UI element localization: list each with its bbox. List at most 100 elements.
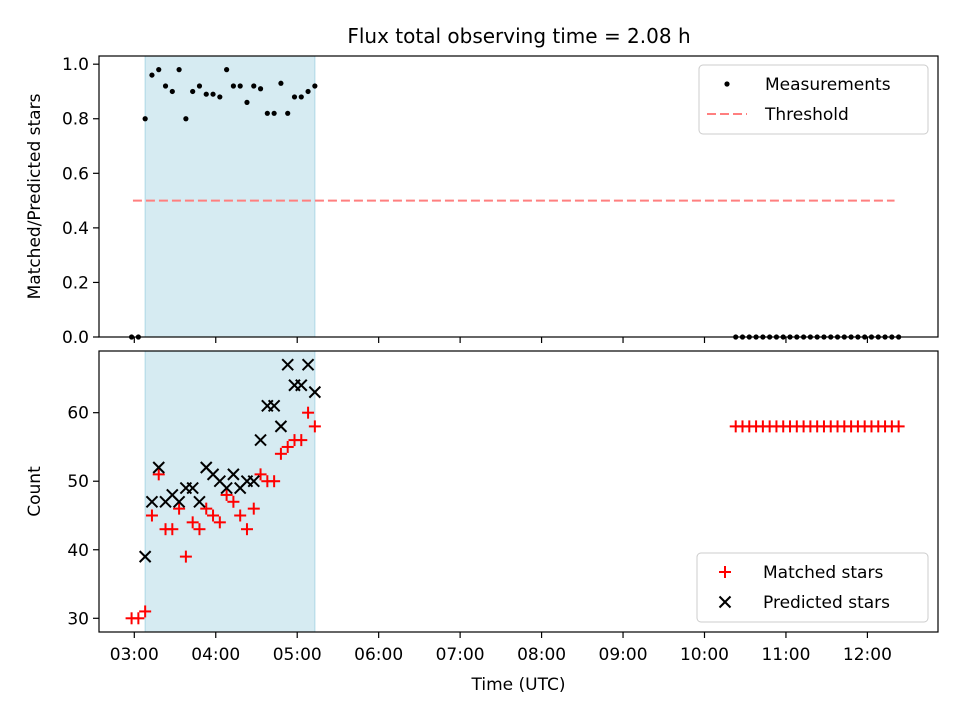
- data-point: [251, 83, 257, 89]
- matched-star-point: [220, 488, 233, 501]
- predicted-star-point: [186, 481, 199, 495]
- bottom-panel: 30 40 50 60 03:00 04:00 05:00 06:00 07:00 08:00 09…: [25, 350, 939, 695]
- predicted-star-point: [301, 358, 315, 371]
- x-stroke-b: [301, 358, 315, 371]
- data-point: [210, 91, 216, 97]
- matched-star-point: [139, 605, 152, 618]
- data-point: [169, 88, 175, 95]
- matched-star-point: [152, 468, 165, 481]
- predicted-star-point: [145, 495, 159, 508]
- predicted-star-point: [281, 358, 294, 371]
- legend-box: [698, 64, 929, 135]
- y-tick-label: 0.4: [62, 219, 89, 239]
- legend-label: Measurements: [765, 75, 891, 95]
- matched-star-point: [207, 509, 220, 522]
- data-point: [176, 67, 182, 73]
- x-tick-label: 11:00: [761, 645, 810, 665]
- matched-star-point: [193, 523, 206, 536]
- x-stroke-b: [254, 433, 267, 447]
- y-axis-label: Matched/Predicted stars: [25, 93, 45, 299]
- x-tick-label: 04:00: [191, 645, 240, 665]
- matched-star-point: [254, 468, 267, 481]
- data-point: [237, 83, 243, 89]
- legend: Matched stars Predicted stars: [696, 552, 929, 623]
- x-stroke-b: [200, 461, 213, 474]
- data-point: [196, 83, 203, 89]
- x-stroke-b: [308, 385, 322, 399]
- plot-frame: [98, 55, 939, 338]
- data-point: [271, 110, 277, 116]
- data-point: [285, 110, 291, 116]
- legend-marker: [718, 595, 732, 609]
- x-tick-label: 06:00: [354, 645, 403, 665]
- x-stroke-b: [193, 495, 206, 508]
- matched-star-point: [132, 612, 145, 625]
- predicted-star-point: [247, 475, 260, 488]
- matched-star-point: [213, 516, 226, 529]
- x-stroke-b: [220, 481, 233, 495]
- matched-star-point: [145, 509, 158, 522]
- x-stroke-b: [186, 481, 199, 495]
- matched-star-point: [234, 509, 247, 522]
- legend-label: Matched stars: [763, 563, 883, 583]
- data-point: [278, 80, 284, 86]
- predicted-star-point: [193, 495, 206, 508]
- data-point: [203, 91, 209, 97]
- data-point: [305, 88, 311, 95]
- x-stroke-b: [274, 420, 288, 433]
- predicted-star-point: [172, 495, 186, 508]
- x-stroke-b: [172, 495, 186, 508]
- y-tick-label: 1.0: [62, 55, 89, 75]
- x-tick-label: 05:00: [273, 645, 322, 665]
- matched-star-point: [302, 406, 315, 419]
- x-stroke-b: [206, 468, 220, 481]
- data-point: [217, 94, 223, 100]
- plot-frame: [98, 350, 939, 633]
- x-stroke-b: [213, 475, 227, 488]
- x-stroke-b: [247, 475, 260, 488]
- x-tick-label: 10:00: [680, 645, 729, 665]
- x-tick-label: 08:00: [517, 645, 566, 665]
- matched-star-point: [173, 502, 186, 515]
- predicted-star-point: [254, 433, 267, 447]
- x-tick-label: 12:00: [843, 645, 892, 665]
- data-point: [244, 99, 250, 105]
- predicted-star-point: [295, 379, 308, 392]
- x-stroke-b: [227, 468, 240, 481]
- y-tick-label: 0.2: [62, 273, 89, 293]
- matched-star-point: [295, 434, 308, 447]
- matched-star-point: [227, 495, 240, 508]
- matched-star-point: [240, 523, 253, 536]
- matched-star-point: [274, 447, 287, 460]
- x-tick-label: 07:00: [436, 645, 485, 665]
- x-tick-label: 09:00: [599, 645, 648, 665]
- matched-star-point: [166, 523, 179, 536]
- data-point: [156, 67, 162, 73]
- matched-star-point: [308, 420, 321, 433]
- data-point: [257, 86, 264, 92]
- x-stroke-b: [166, 488, 179, 502]
- matched-star-point: [179, 550, 192, 563]
- predicted-star-point: [267, 399, 281, 413]
- x-stroke-b: [145, 495, 159, 508]
- data-point: [142, 116, 148, 122]
- predicted-star-point: [308, 385, 322, 399]
- predicted-star-point: [227, 468, 240, 481]
- matched-star-point: [247, 502, 260, 515]
- predicted-star-point: [274, 420, 288, 433]
- data-point: [291, 94, 298, 100]
- x-stroke-b: [138, 550, 152, 563]
- legend-label: Predicted stars: [763, 593, 890, 613]
- x-stroke-b: [281, 358, 294, 371]
- legend-box: [696, 552, 929, 623]
- matched-star-point: [200, 502, 213, 515]
- y-tick-label: 0.6: [62, 164, 89, 184]
- x-axis-label: Time (UTC): [471, 675, 566, 695]
- data-point: [230, 83, 237, 89]
- x-tick-label: 03:00: [110, 645, 159, 665]
- shaded-interval: [144, 55, 316, 338]
- matched-star-point: [268, 475, 281, 488]
- data-point: [312, 83, 318, 89]
- predicted-star-point: [152, 461, 165, 474]
